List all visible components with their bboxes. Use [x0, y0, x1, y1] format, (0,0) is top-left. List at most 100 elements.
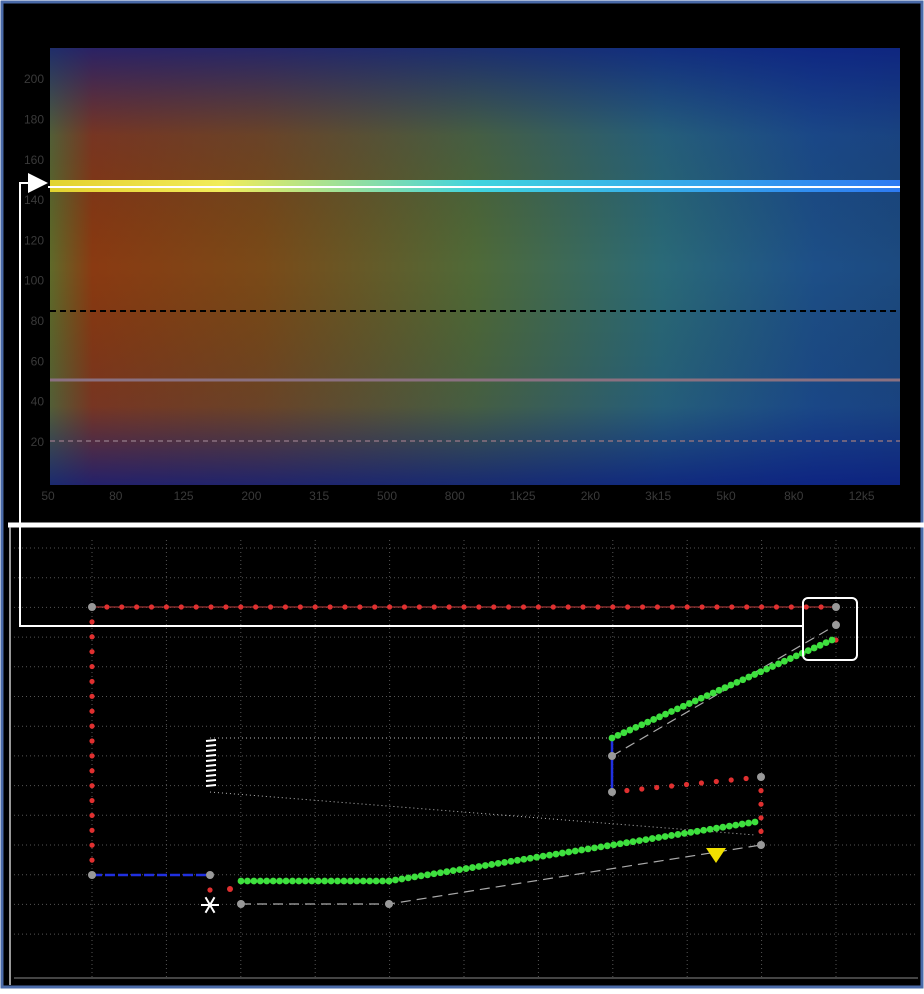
route-dot: [263, 877, 271, 885]
route-dot: [417, 872, 425, 880]
stack-mark: [205, 759, 217, 762]
route-dot: [89, 678, 95, 685]
route-dot: [404, 874, 412, 882]
route-dot: [207, 887, 213, 893]
route-dot: [648, 835, 656, 842]
route-dot: [597, 843, 605, 851]
route-dot: [610, 604, 616, 610]
route-dot: [119, 604, 125, 610]
route-dot: [379, 877, 386, 885]
route-dot: [491, 604, 497, 610]
route-dot: [89, 857, 95, 863]
route-dot: [411, 873, 419, 881]
route-dot: [237, 877, 245, 885]
route-dot: [706, 825, 714, 833]
route-dot: [803, 604, 809, 610]
route-dot: [662, 710, 669, 718]
route-dot: [644, 718, 652, 726]
route-dot: [340, 877, 348, 885]
y-tick-label: 140: [24, 193, 44, 207]
route-dot: [571, 847, 579, 855]
route-dot: [550, 604, 556, 610]
route-dot: [625, 604, 631, 610]
route-dot: [745, 819, 752, 827]
route-dot: [680, 829, 688, 837]
spectrogram: 200 180 160 140 120 100 80 60 40 20 50 80 125 200 315 5…: [24, 48, 900, 503]
route-dot: [732, 821, 740, 829]
route-dot: [250, 877, 258, 885]
route-dot: [461, 604, 467, 610]
route-dot: [353, 877, 361, 885]
route-dot: [616, 840, 624, 848]
route-dot: [669, 604, 675, 610]
route-dot: [623, 839, 630, 847]
route-dot: [558, 849, 566, 857]
route-dot: [520, 604, 527, 610]
route-dot: [244, 877, 251, 885]
stack-mark: [205, 784, 217, 787]
x-tick-label: 5k0: [716, 489, 736, 503]
route-dot: [314, 877, 322, 885]
route-dot: [669, 783, 675, 789]
route-dot: [610, 841, 618, 849]
route-dot: [745, 673, 753, 681]
y-tick-label: 20: [31, 435, 45, 449]
route-dot: [655, 834, 663, 841]
route-dot: [208, 604, 214, 610]
route-dot: [546, 851, 553, 859]
route-dot: [401, 604, 408, 610]
route-dot: [385, 877, 393, 885]
node: [832, 621, 840, 629]
route-dot: [700, 826, 708, 834]
route-dot: [810, 644, 818, 652]
route-dot: [698, 780, 705, 786]
stack-mark: [205, 749, 217, 752]
route-dot: [584, 845, 592, 853]
route-dot: [267, 604, 274, 610]
route-dot: [656, 713, 663, 721]
route-dot: [668, 832, 675, 839]
route-dot: [89, 619, 95, 625]
route-dot: [89, 753, 95, 759]
y-tick-label: 160: [24, 153, 44, 167]
route-dot: [312, 604, 318, 610]
x-tick-label: 125: [174, 489, 194, 503]
route-dot: [639, 604, 646, 610]
route-dot: [565, 848, 573, 856]
x-tick-label: 12k5: [849, 489, 875, 503]
route-dot: [282, 877, 290, 885]
route-dot: [775, 660, 782, 668]
route-dot: [163, 604, 169, 610]
route-dot: [580, 604, 586, 610]
route-dot: [684, 604, 690, 610]
route-dot: [595, 604, 601, 610]
route-dot: [816, 641, 824, 649]
route-dot: [89, 723, 95, 729]
route-dot: [533, 853, 541, 861]
stack-mark: [205, 739, 217, 742]
route-dot: [89, 768, 95, 774]
route-dot: [828, 636, 836, 644]
route-dot: [346, 877, 354, 885]
route-dot: [334, 877, 341, 885]
route-dot: [134, 604, 140, 610]
x-tick-label: 3k15: [645, 489, 671, 503]
route-dot: [449, 867, 457, 875]
route-dot: [650, 716, 658, 723]
route-dot: [713, 824, 720, 832]
route-dot: [520, 855, 528, 863]
route-dot: [507, 857, 515, 865]
route-dot: [758, 828, 764, 835]
route-dot: [276, 877, 284, 885]
route-dot: [488, 861, 496, 868]
route-dot: [721, 684, 729, 692]
layout-grid: [14, 540, 918, 979]
route-dot: [654, 784, 660, 791]
x-tick-label: 1k25: [510, 489, 536, 503]
route-dot: [661, 833, 669, 840]
route-dot: [366, 877, 374, 885]
route-dot: [757, 668, 765, 676]
node: [608, 788, 616, 796]
route-dot: [674, 705, 681, 713]
